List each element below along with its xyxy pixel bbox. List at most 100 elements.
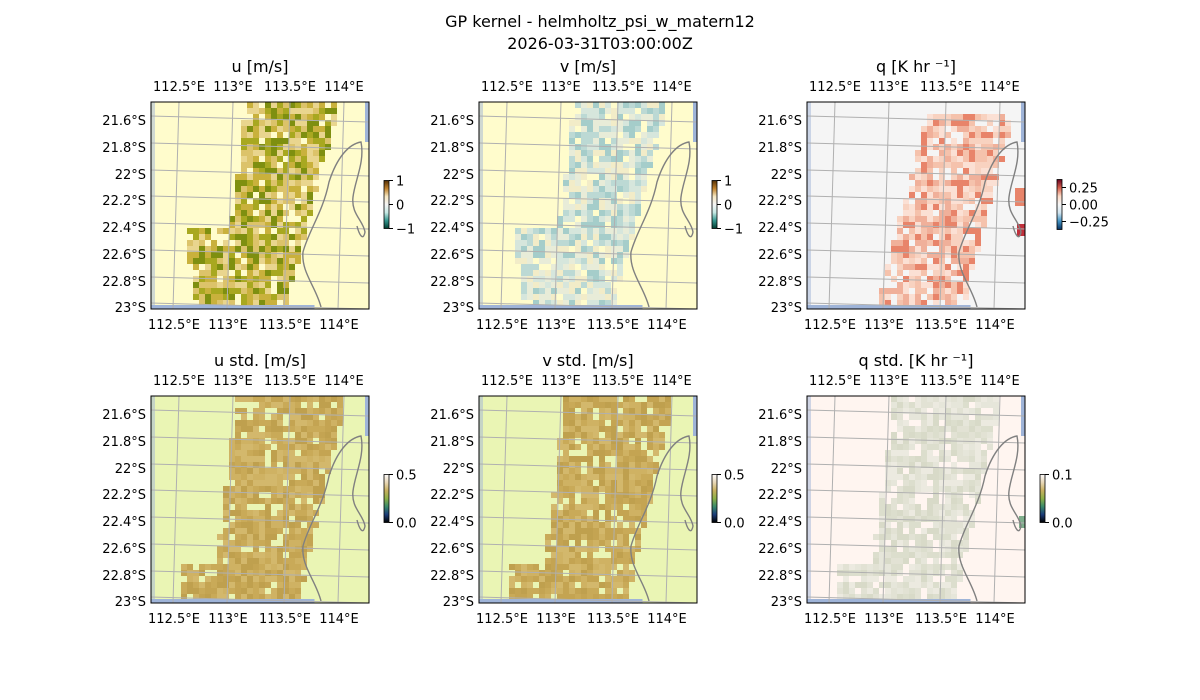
field-cell <box>897 294 903 300</box>
field-cell <box>915 252 921 258</box>
field-cell <box>897 444 903 450</box>
field-cell <box>283 186 289 192</box>
field-cell <box>605 216 611 222</box>
field-cell <box>581 258 587 264</box>
field-cell <box>289 114 295 120</box>
field-cell <box>647 486 653 492</box>
field-cell <box>283 408 289 414</box>
field-cell <box>909 582 915 588</box>
field-cell <box>635 534 641 540</box>
gridline-lat <box>479 596 697 603</box>
field-cell <box>313 474 319 480</box>
field-cell <box>295 426 301 432</box>
field-cell <box>283 198 289 204</box>
field-cell <box>325 462 331 468</box>
field-cell <box>969 426 975 432</box>
field-cell <box>939 582 945 588</box>
top-lon-tick: 113°E <box>213 374 253 389</box>
field-cell <box>521 252 527 258</box>
field-cell <box>921 210 927 216</box>
field-cell <box>545 294 551 300</box>
field-cell <box>897 570 903 576</box>
field-cell <box>307 396 313 402</box>
panel-u_std: u std. [m/s]112.5°E 113°E 113.5°E 114°E112.… <box>102 351 416 627</box>
field-cell <box>247 498 253 504</box>
field-cell <box>587 102 593 108</box>
field-cell <box>993 126 999 132</box>
field-cell <box>241 564 247 570</box>
field-cell <box>897 468 903 474</box>
field-cell <box>253 492 259 498</box>
field-cell <box>879 564 885 570</box>
field-cell <box>927 114 933 120</box>
field-cell <box>241 582 247 588</box>
field-cell <box>265 564 271 570</box>
field-cell <box>199 276 205 282</box>
field-cell <box>939 114 945 120</box>
field-cell <box>903 546 909 552</box>
field-cell <box>921 132 927 138</box>
field-cell <box>569 492 575 498</box>
field-cell <box>295 174 301 180</box>
field-cell <box>337 414 343 420</box>
field-cell <box>277 558 283 564</box>
field-cell <box>605 540 611 546</box>
field-cell <box>951 468 957 474</box>
field-cell <box>909 252 915 258</box>
field-cell <box>581 504 587 510</box>
field-cell <box>891 528 897 534</box>
field-cell <box>617 504 623 510</box>
field-cell <box>569 558 575 564</box>
field-cell <box>313 456 319 462</box>
field-cell <box>271 558 277 564</box>
field-cell <box>623 228 629 234</box>
field-cell <box>903 576 909 582</box>
field-cell <box>253 546 259 552</box>
field-cell <box>563 564 569 570</box>
field-cell <box>277 288 283 294</box>
field-cell <box>271 174 277 180</box>
field-cell <box>879 300 885 306</box>
field-cell <box>563 558 569 564</box>
bottom-lon-tick: 112.5°E <box>804 318 856 333</box>
field-cell <box>969 132 975 138</box>
field-cell <box>647 144 653 150</box>
field-cell <box>253 432 259 438</box>
field-cell <box>325 468 331 474</box>
field-cell <box>933 456 939 462</box>
field-cell <box>253 414 259 420</box>
field-cell <box>271 552 277 558</box>
field-cell <box>247 594 253 600</box>
field-cell <box>629 228 635 234</box>
field-cell <box>849 582 855 588</box>
field-cell <box>927 528 933 534</box>
field-cell <box>557 558 563 564</box>
field-cell <box>879 552 885 558</box>
field-cell <box>999 156 1005 162</box>
field-cell <box>629 396 635 402</box>
field-cell <box>897 234 903 240</box>
top-lon-tick: 114°E <box>324 80 364 95</box>
field-cell <box>235 438 241 444</box>
field-cell <box>629 504 635 510</box>
field-cell <box>593 528 599 534</box>
field-cell <box>229 522 235 528</box>
field-cell <box>509 594 515 600</box>
field-cell <box>593 270 599 276</box>
field-cell <box>599 504 605 510</box>
field-cell <box>623 204 629 210</box>
field-cell <box>301 396 307 402</box>
field-cell <box>843 576 849 582</box>
field-cell <box>539 282 545 288</box>
field-cell <box>617 246 623 252</box>
field-cell <box>939 186 945 192</box>
field-cell <box>915 480 921 486</box>
field-cell <box>981 414 987 420</box>
field-cell <box>647 108 653 114</box>
field-cell <box>927 402 933 408</box>
field-cell <box>587 138 593 144</box>
field-cell <box>557 552 563 558</box>
field-cell <box>265 504 271 510</box>
field-cell <box>915 582 921 588</box>
field-cell <box>987 144 993 150</box>
